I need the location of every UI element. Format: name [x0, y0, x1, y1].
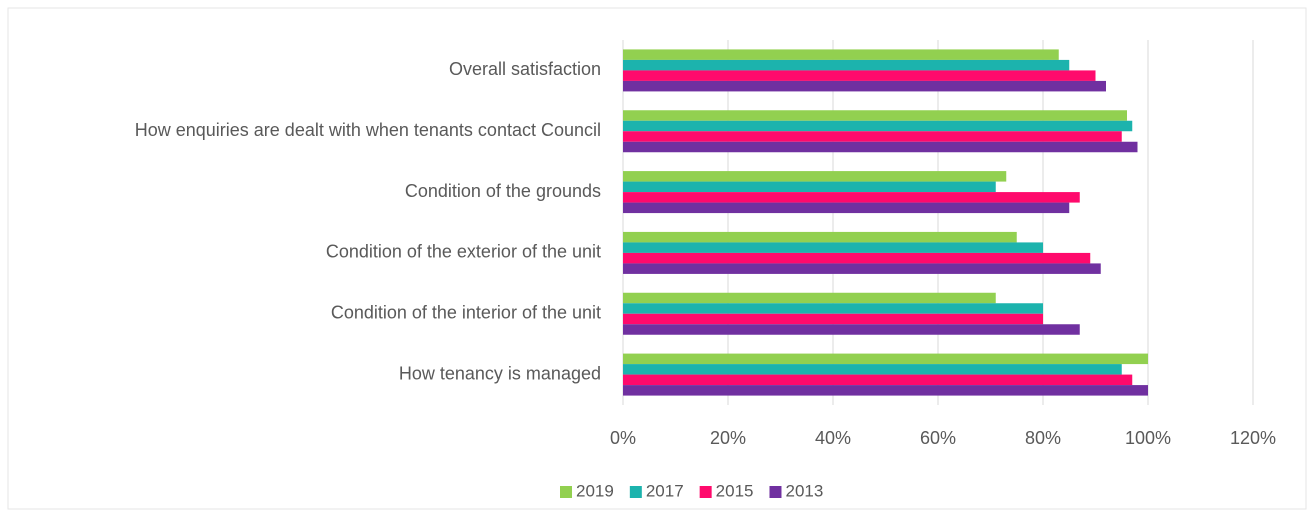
legend-swatch	[560, 486, 572, 498]
x-tick-label: 0%	[610, 428, 636, 448]
x-tick-label: 120%	[1230, 428, 1276, 448]
legend-swatch	[629, 486, 642, 498]
bar	[623, 110, 1127, 121]
bar	[623, 59, 1070, 71]
y-tick-label: Condition of the grounds	[405, 181, 601, 201]
bar	[623, 324, 1080, 335]
bar	[623, 202, 1070, 214]
legend: 2019 2017 2015 2013	[560, 481, 823, 500]
y-tick-label: How enquiries are dealt with when tenant…	[135, 120, 601, 140]
bar	[623, 252, 1091, 264]
x-tick-label: 60%	[920, 428, 956, 448]
bar	[623, 263, 1101, 274]
bar	[623, 70, 1096, 81]
bar	[623, 292, 996, 304]
bar	[623, 374, 1133, 386]
x-tick-label: 100%	[1125, 428, 1171, 448]
bar	[623, 171, 1007, 182]
bar	[623, 303, 1043, 314]
x-tick-label: 20%	[710, 428, 746, 448]
legend-swatch	[769, 486, 782, 498]
y-tick-label: How tenancy is managed	[399, 363, 601, 383]
x-tick-label: 40%	[815, 428, 851, 448]
bar	[623, 80, 1106, 92]
legend-label: 2013	[785, 481, 823, 500]
bar	[623, 131, 1122, 142]
bar	[623, 141, 1138, 153]
legend-label: 2015	[716, 481, 754, 500]
bar	[623, 231, 1017, 243]
bar	[623, 364, 1122, 375]
bar	[623, 385, 1148, 396]
bar	[623, 313, 1043, 325]
legend-label: 2017	[646, 481, 684, 500]
bar	[623, 181, 996, 193]
bar	[623, 120, 1133, 132]
y-tick-label: Overall satisfaction	[449, 59, 601, 79]
y-tick-label: Condition of the exterior of the unit	[326, 242, 601, 262]
bar	[623, 49, 1059, 60]
bar	[623, 192, 1080, 203]
bar	[623, 353, 1148, 365]
y-tick-label: Condition of the interior of the unit	[331, 303, 601, 323]
bar	[623, 242, 1043, 253]
x-tick-label: 80%	[1025, 428, 1061, 448]
legend-swatch	[699, 486, 712, 498]
legend-label: 2019	[576, 481, 614, 500]
